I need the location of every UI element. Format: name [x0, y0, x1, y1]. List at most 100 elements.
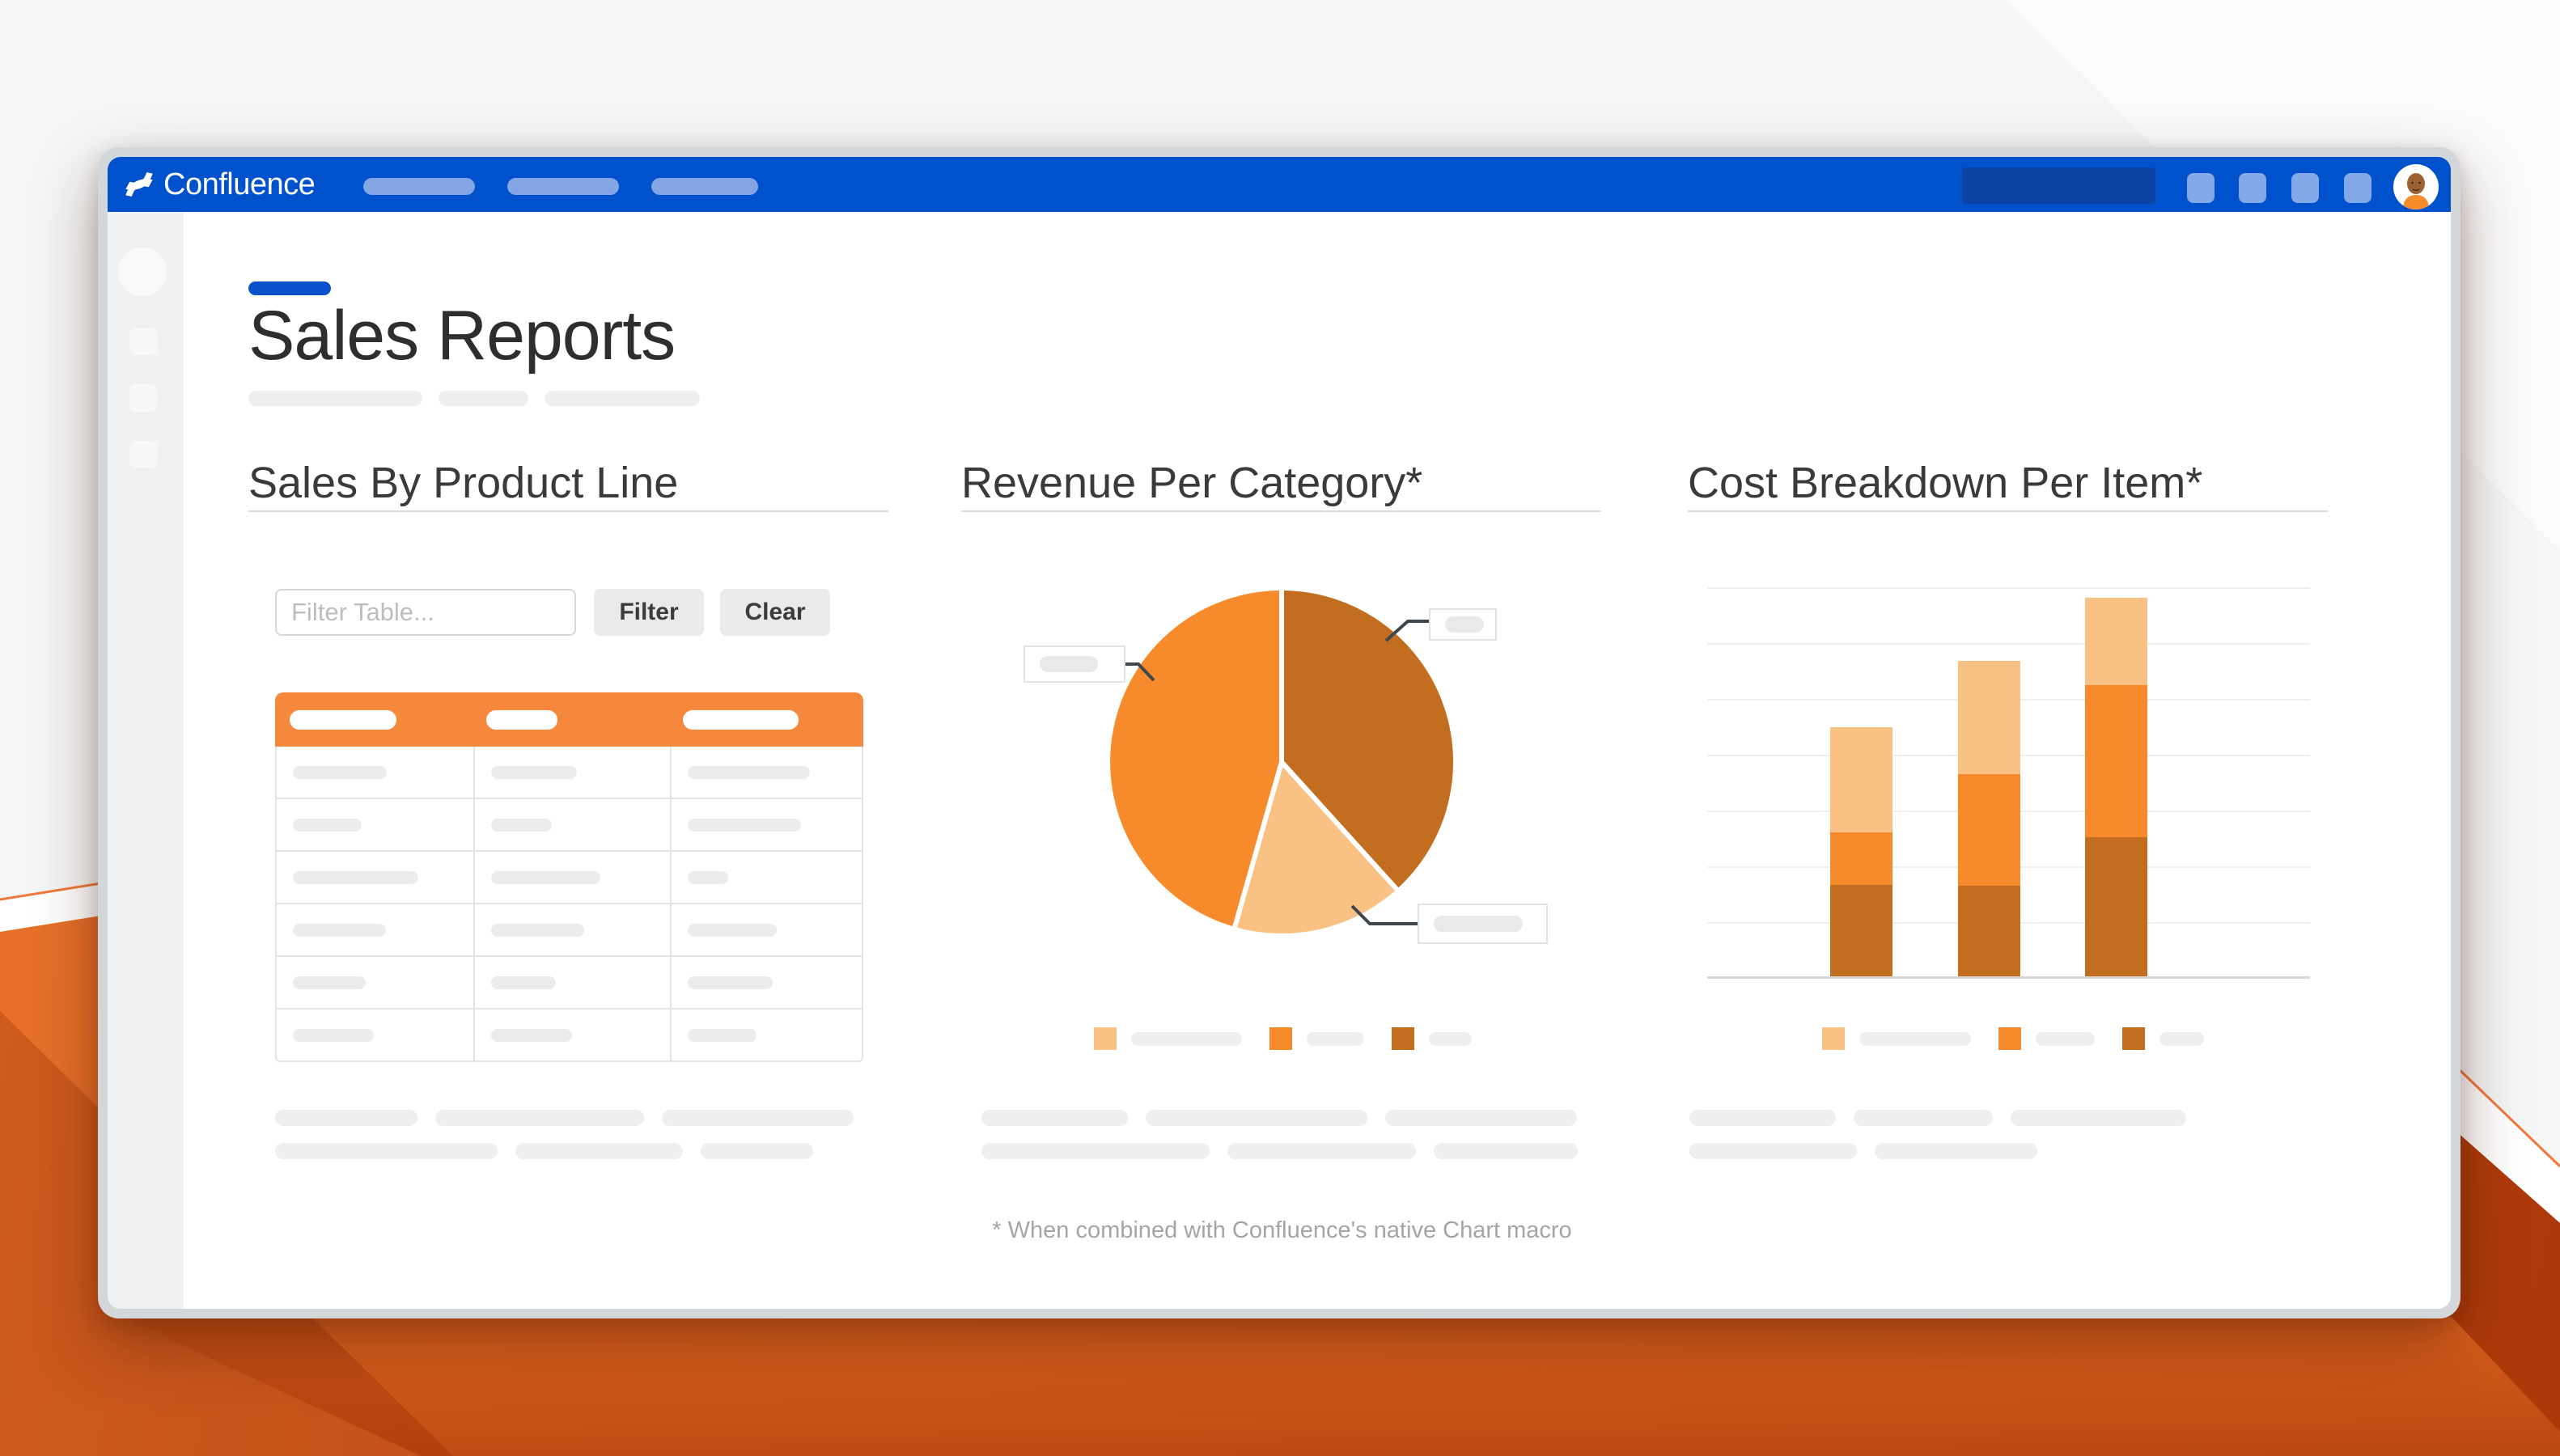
browser-window: Confluence — [98, 147, 2460, 1318]
cell-value-placeholder — [293, 765, 387, 779]
table-cell — [670, 1009, 862, 1060]
legend-swatch — [1094, 1027, 1117, 1050]
cell-value-placeholder — [293, 870, 418, 884]
toolbar-icon-2[interactable] — [2239, 173, 2266, 203]
cell-value-placeholder — [293, 976, 366, 989]
legend-swatch — [2122, 1027, 2145, 1050]
stacked-bar-item-2 — [1958, 661, 2020, 976]
skeleton-pill — [275, 1110, 417, 1126]
table-row — [277, 798, 862, 850]
skeleton-pill — [1434, 1143, 1578, 1159]
section-heading-pie: Revenue Per Category* — [961, 459, 1423, 507]
pie-slice-category-b-light — [1231, 760, 1401, 938]
avatar-illustration — [2393, 164, 2439, 210]
legend-label-placeholder — [2159, 1031, 2204, 1046]
legend-label-placeholder — [1429, 1031, 1472, 1046]
user-avatar[interactable] — [2393, 164, 2439, 210]
nav-item-placeholder[interactable] — [651, 178, 758, 195]
skeleton-text-row — [275, 1143, 813, 1159]
gridline — [1707, 587, 2310, 589]
skeleton-pill — [435, 1110, 644, 1126]
app-header: Confluence — [108, 157, 2451, 212]
bar-segment-cost-dark-bottom — [1830, 885, 1892, 976]
callout-connector-1 — [1384, 620, 1429, 642]
skeleton-pill — [662, 1110, 854, 1126]
skeleton-pill — [981, 1143, 1210, 1159]
table-cell — [277, 957, 473, 1008]
callout-pill — [1434, 916, 1523, 932]
header-label-placeholder — [290, 709, 396, 730]
legend-label-placeholder — [1307, 1031, 1364, 1046]
bar-chart-axis — [1707, 976, 2310, 979]
pie-callout-label-3 — [1418, 904, 1548, 944]
toolbar-icon-3[interactable] — [2291, 173, 2319, 203]
legend-label-placeholder — [1131, 1031, 1242, 1046]
legend-label-placeholder — [2036, 1031, 2095, 1046]
pie-slice-category-a-dark — [1279, 586, 1459, 894]
sidebar-space-avatar-placeholder[interactable] — [118, 248, 167, 296]
nav-item-placeholder[interactable] — [363, 178, 475, 195]
subtitle-pill — [439, 391, 528, 406]
section-rule-pie — [961, 510, 1601, 512]
confluence-logo-icon — [125, 172, 153, 197]
pie-chart — [1105, 586, 1459, 938]
legend-swatch — [1392, 1027, 1414, 1050]
table-header-cell — [275, 692, 472, 747]
subtitle-pill — [248, 391, 422, 406]
skeleton-text-row — [275, 1110, 854, 1126]
skeleton-pill — [2011, 1110, 2186, 1126]
toolbar-icon-4[interactable] — [2344, 173, 2371, 203]
clear-button[interactable]: Clear — [720, 589, 830, 636]
pie-callout-label-2 — [1024, 645, 1125, 683]
table-header-row — [275, 692, 863, 747]
table-row — [277, 955, 862, 1008]
legend-item — [1822, 1027, 1971, 1050]
bg-orange-floor — [121, 1317, 2560, 1456]
cell-value-placeholder — [688, 1028, 757, 1042]
cell-value-placeholder — [491, 923, 584, 937]
bar-segment-cost-dark-bottom — [2085, 837, 2147, 976]
confluence-logo[interactable]: Confluence — [123, 157, 316, 212]
table-cell — [277, 799, 473, 850]
bar-segment-cost-light-top — [2085, 598, 2147, 685]
cell-value-placeholder — [688, 818, 801, 832]
table-cell — [670, 747, 862, 798]
table-header-cell — [668, 692, 860, 747]
bar-segment-cost-light-top — [1830, 727, 1892, 832]
skeleton-pill — [1689, 1110, 1836, 1126]
subtitle-pill — [545, 391, 700, 406]
nav-item-placeholder[interactable] — [507, 178, 619, 195]
bar-segment-cost-main-middle — [2085, 685, 2147, 837]
window-content: Confluence — [108, 157, 2451, 1309]
gridline — [1707, 643, 2310, 645]
skeleton-text-row — [1689, 1143, 2037, 1159]
header-label-placeholder — [683, 709, 799, 730]
table-row — [277, 1008, 862, 1060]
title-accent-bar — [248, 281, 331, 295]
toolbar-icon-1[interactable] — [2187, 173, 2215, 203]
skeleton-pill — [1854, 1110, 1993, 1126]
skeleton-pill — [1146, 1110, 1367, 1126]
section-rule-bar — [1688, 510, 2328, 512]
sidebar-item-placeholder-1[interactable] — [129, 328, 157, 355]
callout-pill — [1040, 656, 1098, 672]
filter-table-input[interactable] — [275, 589, 576, 636]
bar-legend — [1822, 1027, 2204, 1050]
cell-value-placeholder — [293, 818, 362, 832]
table-row — [277, 850, 862, 903]
search-box[interactable] — [1962, 167, 2155, 204]
table-cell — [670, 904, 862, 955]
sidebar-item-placeholder-3[interactable] — [129, 441, 157, 468]
filter-button[interactable]: Filter — [594, 589, 704, 636]
table-cell — [277, 904, 473, 955]
table-cell — [670, 957, 862, 1008]
table-row — [277, 903, 862, 955]
table-cell — [277, 1009, 473, 1060]
sidebar-item-placeholder-2[interactable] — [129, 384, 157, 412]
cell-value-placeholder — [491, 765, 577, 779]
page-subtitle-placeholder — [248, 391, 700, 406]
cell-value-placeholder — [293, 923, 386, 937]
sidebar — [108, 212, 184, 1309]
skeleton-pill — [515, 1143, 683, 1159]
